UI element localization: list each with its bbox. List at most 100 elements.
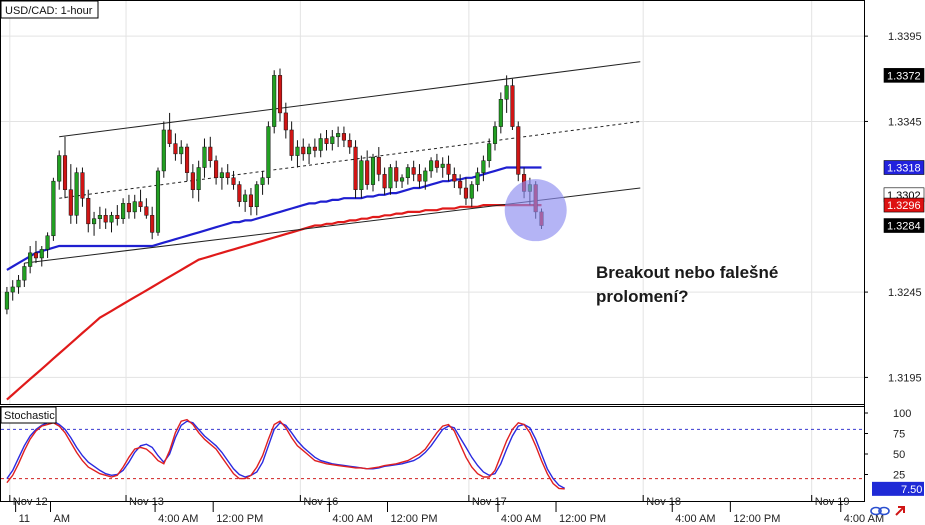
candle	[376, 157, 381, 175]
candle	[144, 206, 149, 216]
candle	[475, 172, 480, 185]
candle	[16, 279, 21, 288]
candle	[382, 174, 387, 189]
candle	[417, 174, 422, 182]
stochastic-tick-label: 50	[893, 449, 905, 461]
candle	[411, 167, 416, 175]
stochastic-lines	[1, 418, 864, 490]
candle	[487, 143, 492, 161]
time-label: Nov 16	[303, 496, 338, 508]
candle	[68, 189, 73, 216]
candle	[481, 160, 486, 173]
candle	[57, 155, 62, 182]
time-label: 4:00 AM	[332, 513, 372, 525]
channel-line	[59, 61, 641, 138]
candle	[39, 249, 44, 259]
price-panel-frame	[0, 0, 865, 405]
candle	[74, 172, 79, 216]
moving-average-red	[6, 204, 542, 401]
candle	[225, 172, 230, 179]
price-label: 1.3372	[887, 70, 921, 82]
price-label: 1.3284	[887, 221, 921, 233]
candle	[254, 184, 259, 208]
candle	[184, 146, 190, 173]
candle	[458, 180, 463, 189]
candle	[28, 252, 33, 267]
candle	[301, 146, 306, 155]
candle	[336, 133, 341, 138]
candle	[92, 218, 97, 225]
candle	[62, 155, 68, 190]
annotation-line-1: Breakout nebo falešné	[596, 263, 778, 282]
price-tick-label: 1.3395	[888, 31, 922, 43]
price-tick-label: 1.3245	[888, 287, 922, 299]
time-label: 4:00 AM	[675, 513, 715, 525]
stochastic-tick-label: 75	[893, 429, 905, 441]
time-axis: Nov 12 Nov 13 Nov 16 Nov 17 Nov 18 Nov 19 11 AM…	[9, 495, 884, 525]
candle	[10, 286, 15, 293]
stochastic-k	[6, 420, 566, 490]
candle	[370, 157, 376, 185]
candle	[243, 194, 248, 202]
candle	[121, 203, 126, 219]
time-label: 4:00 AM	[501, 513, 541, 525]
candle	[504, 85, 509, 100]
time-label: Nov 13	[129, 496, 164, 508]
candle	[434, 160, 439, 168]
candles	[4, 68, 544, 315]
candle	[115, 215, 120, 219]
candle	[394, 167, 399, 182]
candle	[423, 170, 428, 182]
candle	[150, 215, 155, 233]
candle	[196, 167, 201, 190]
stochastic-panel-frame	[0, 406, 865, 502]
candle	[208, 146, 213, 161]
time-label: AM	[53, 513, 69, 525]
candle	[126, 203, 131, 213]
stochastic-tick-label: 25	[893, 470, 905, 482]
candle	[365, 160, 370, 185]
candle	[80, 172, 85, 199]
time-label: 12:00 PM	[733, 513, 780, 525]
candle	[237, 184, 242, 202]
price-label-box	[883, 68, 925, 83]
candle	[399, 177, 405, 182]
candle	[429, 160, 434, 172]
annotation-line-2: prolomení?	[596, 287, 689, 306]
time-label: 4:00 AM	[844, 513, 884, 525]
candle	[353, 146, 358, 190]
candle	[173, 143, 178, 155]
candle	[463, 187, 469, 199]
candle	[202, 146, 207, 168]
stochastic-value-box	[872, 481, 924, 496]
time-label: Nov 12	[13, 496, 48, 508]
stochastic-title: Stochastic	[4, 410, 55, 422]
stochastic-tick-label: 100	[893, 408, 911, 420]
candle	[266, 126, 271, 179]
arrow-icon[interactable]	[895, 506, 905, 516]
candle	[248, 194, 254, 208]
candle	[312, 146, 317, 151]
candle	[469, 184, 474, 199]
link-icon[interactable]	[870, 506, 890, 516]
price-label-box	[883, 160, 925, 175]
price-label-box	[883, 218, 925, 233]
stochastic-d	[6, 418, 565, 490]
price-label-box	[883, 197, 925, 213]
stochastic-value: 7.50	[901, 484, 922, 496]
candle	[22, 266, 27, 281]
candle	[510, 85, 515, 127]
candle	[307, 146, 312, 155]
candle	[103, 215, 108, 223]
candle	[272, 75, 277, 127]
candle	[190, 172, 195, 190]
candle	[330, 136, 335, 144]
time-label: Nov 18	[646, 496, 681, 508]
candle	[283, 112, 288, 131]
candle	[324, 138, 329, 144]
candle	[492, 126, 498, 144]
chart-title: USD/CAD: 1-hour	[5, 5, 93, 17]
candle	[295, 146, 300, 156]
price-label: 1.3296	[887, 200, 921, 212]
